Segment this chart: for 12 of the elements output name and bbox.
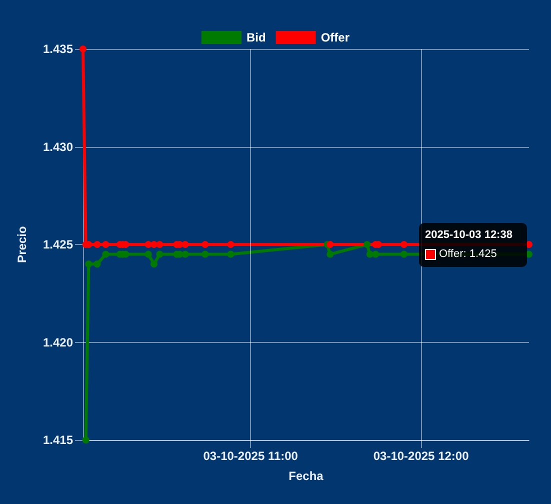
y-tick-label: 1.425 — [42, 238, 74, 252]
y-tick-label: 1.415 — [42, 433, 74, 447]
y-tick-label: 1.430 — [42, 140, 74, 154]
x-tick-label: 03-10-2025 11:00 — [203, 449, 298, 463]
x-axis-title: Fecha — [288, 469, 324, 483]
y-axis-title: Precio — [15, 226, 29, 263]
legend-label: Offer — [320, 30, 350, 44]
x-tick-label: 03-10-2025 12:00 — [373, 449, 470, 463]
legend-label: Bid — [246, 30, 266, 44]
annotation: 2025-10-03 12:38 Offer: 1.425 — [425, 228, 514, 262]
y-tick-label: 1.420 — [42, 335, 74, 350]
y-tick-label: 1.435 — [42, 42, 74, 56]
